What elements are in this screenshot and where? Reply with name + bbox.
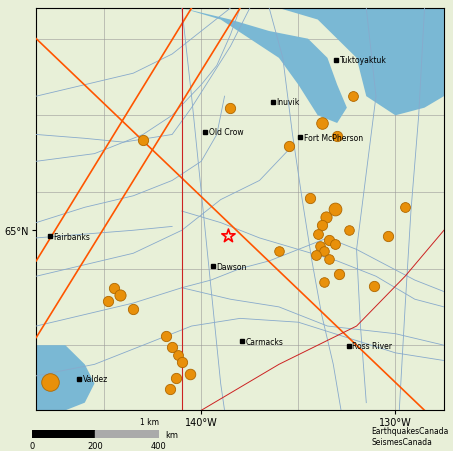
Point: [314, 231, 321, 238]
Point: [285, 143, 292, 150]
Text: EarthquakesCanada
SeismesCanada: EarthquakesCanada SeismesCanada: [371, 426, 449, 446]
Point: [318, 221, 325, 229]
Point: [140, 137, 147, 144]
Bar: [95, 430, 159, 437]
Text: Fort McPherson: Fort McPherson: [304, 133, 363, 143]
Point: [333, 133, 341, 141]
Point: [186, 370, 193, 377]
Text: Valdez: Valdez: [82, 374, 108, 383]
Point: [105, 298, 112, 305]
Point: [173, 374, 180, 382]
Polygon shape: [279, 9, 444, 116]
Point: [167, 386, 174, 393]
Point: [332, 240, 339, 248]
Point: [326, 237, 333, 244]
Point: [326, 256, 333, 263]
Polygon shape: [182, 9, 347, 124]
Point: [320, 248, 327, 255]
Text: 0: 0: [29, 441, 34, 450]
Point: [46, 378, 53, 385]
Text: 200: 200: [87, 441, 103, 450]
Point: [384, 233, 391, 240]
Point: [322, 214, 329, 221]
Point: [318, 120, 325, 127]
Text: Fairbanks: Fairbanks: [53, 232, 90, 241]
Text: Dawson: Dawson: [217, 262, 247, 271]
Point: [178, 359, 185, 366]
Text: Inuvik: Inuvik: [277, 98, 300, 107]
Point: [320, 279, 327, 286]
Point: [401, 204, 409, 212]
Polygon shape: [36, 345, 95, 410]
Point: [110, 285, 117, 292]
Point: [312, 252, 319, 259]
Text: 400: 400: [151, 441, 166, 450]
Point: [371, 283, 378, 290]
Point: [116, 292, 123, 299]
Text: km: km: [165, 430, 178, 439]
Text: Old Crow: Old Crow: [209, 128, 243, 137]
Point: [332, 206, 339, 213]
Point: [275, 248, 283, 255]
Point: [227, 105, 234, 112]
Text: Ross River: Ross River: [352, 341, 392, 350]
Point: [225, 233, 232, 240]
Point: [349, 93, 357, 101]
Text: 1 km: 1 km: [140, 417, 159, 426]
Point: [306, 195, 313, 202]
Text: Carmacks: Carmacks: [246, 337, 284, 346]
Point: [316, 243, 323, 250]
Point: [336, 271, 343, 278]
Point: [174, 351, 182, 359]
Point: [169, 344, 176, 351]
Bar: [32, 430, 95, 437]
Point: [163, 332, 170, 340]
Point: [345, 227, 352, 235]
Point: [130, 305, 137, 313]
Text: Tuktoyaktuk: Tuktoyaktuk: [340, 56, 386, 65]
